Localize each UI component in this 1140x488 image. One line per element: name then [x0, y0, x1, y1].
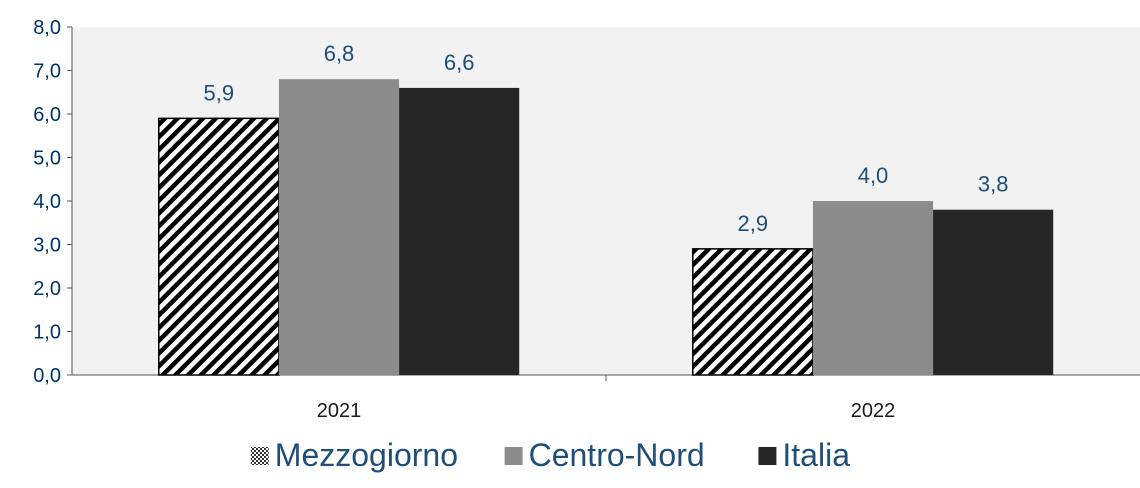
- y-tick-label: 3,0: [33, 235, 61, 257]
- bar-mezzogiorno: [158, 117, 280, 376]
- legend-label: Italia: [782, 437, 850, 473]
- data-label: 3,8: [978, 172, 1009, 197]
- legend-swatch: [504, 447, 523, 465]
- bar-mezzogiorno: [692, 248, 814, 376]
- x-tick-label: 2022: [851, 400, 896, 422]
- y-tick-label: 4,0: [33, 191, 61, 213]
- legend-label: Mezzogiorno: [275, 437, 458, 473]
- legend-swatch: [758, 447, 777, 465]
- x-tick-label: 2021: [317, 400, 362, 422]
- legend: Mezzogiorno Centro-Nord Italia: [250, 437, 850, 473]
- y-tick-label: 8,0: [33, 17, 61, 39]
- bar-italia: [399, 87, 520, 376]
- axes: 0,0 1,0 2,0 3,0 4,0 5,0 6,0 7,0 8,0 2021 2022: [33, 17, 1140, 422]
- y-tick-label: 6,0: [33, 104, 61, 126]
- bar-italia: [933, 209, 1054, 375]
- y-tick-label: 1,0: [33, 322, 61, 344]
- data-labels: 5,9 2,9 6,8 4,0 6,6 3,8: [204, 41, 1009, 236]
- legend-swatch: [250, 447, 269, 465]
- y-tick-label: 2,0: [33, 278, 61, 300]
- y-tick-label: 0,0: [33, 365, 61, 387]
- bar-centro-nord: [278, 79, 400, 375]
- legend-label: Centro-Nord: [529, 437, 705, 473]
- data-label: 6,6: [444, 50, 475, 75]
- data-label: 4,0: [858, 163, 889, 188]
- bar-centro-nord: [812, 201, 934, 375]
- bars: [158, 79, 1054, 376]
- y-tick-label: 7,0: [33, 61, 61, 83]
- data-label: 5,9: [204, 80, 235, 105]
- y-tick-label: 5,0: [33, 148, 61, 170]
- data-label: 6,8: [324, 41, 355, 66]
- data-label: 2,9: [738, 211, 769, 236]
